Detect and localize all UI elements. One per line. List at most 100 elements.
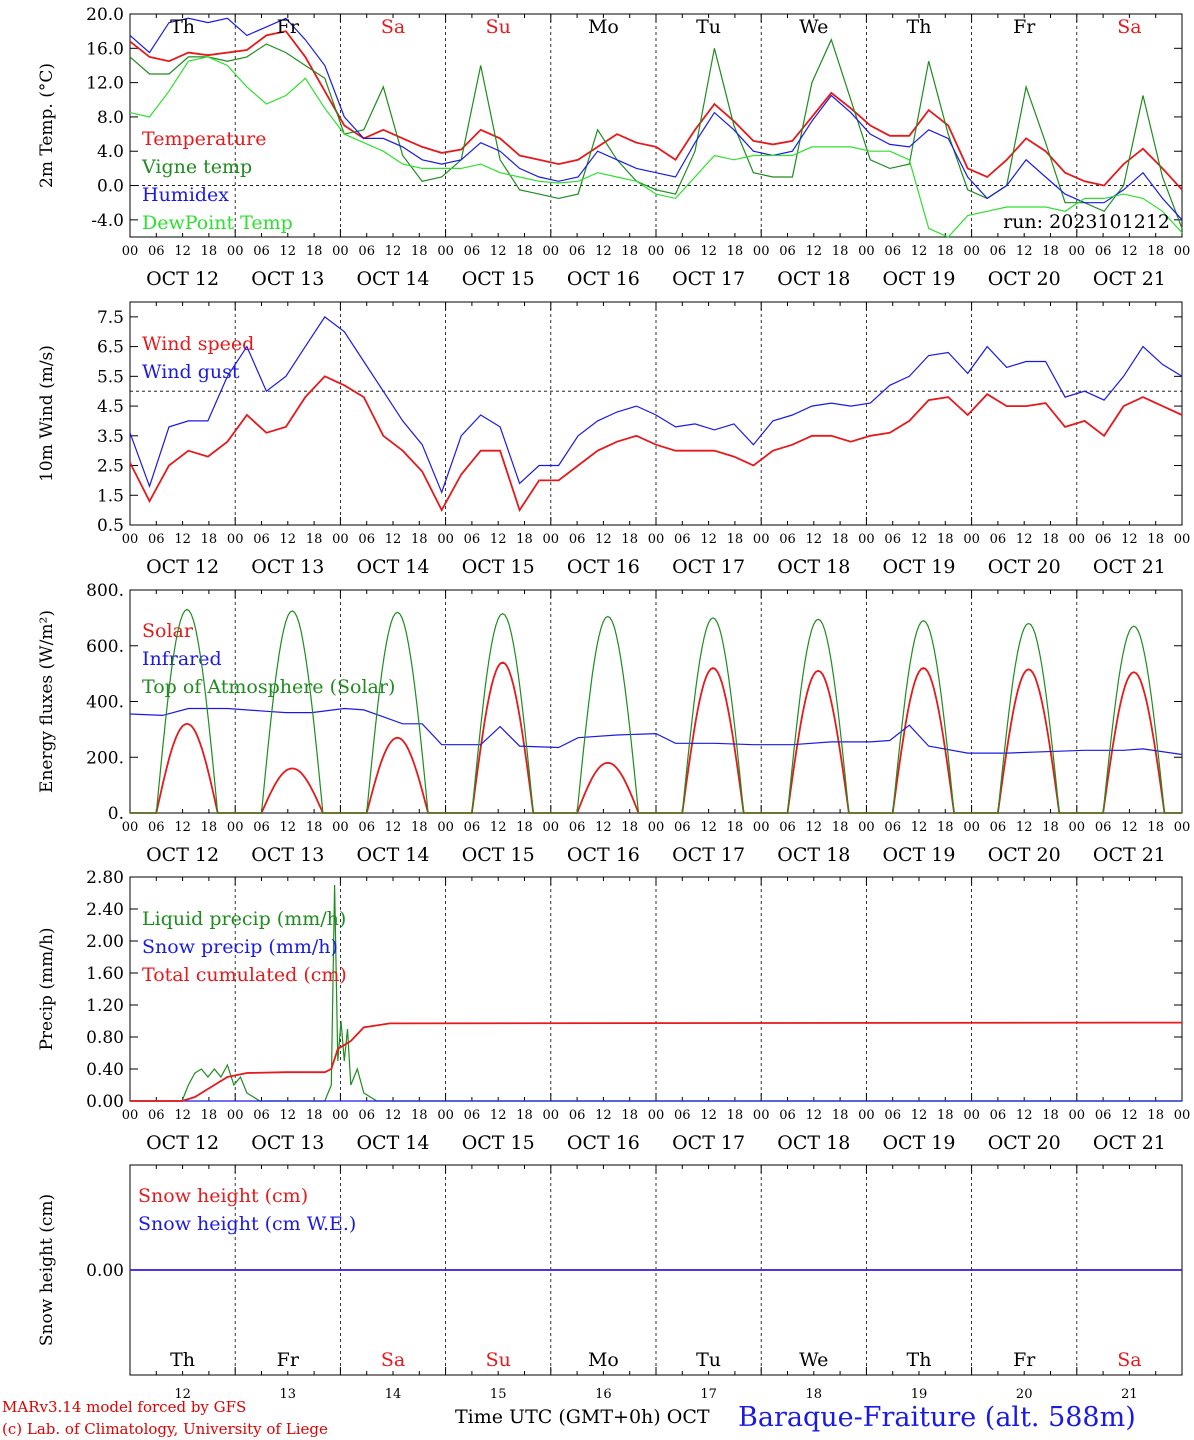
y-tick-label: 20.0 xyxy=(86,5,124,25)
date-label: OCT 21 xyxy=(1093,844,1166,866)
hour-tick-label: 06 xyxy=(148,244,165,259)
day-number-label: 14 xyxy=(385,1387,402,1402)
hour-tick-label: 06 xyxy=(358,1108,375,1123)
hour-tick-label: 18 xyxy=(516,244,533,259)
hour-tick-label: 18 xyxy=(621,532,638,547)
hour-tick-label: 00 xyxy=(1069,244,1086,259)
hour-tick-label: 18 xyxy=(727,820,744,835)
station-title: Baraque-Fraiture (alt. 588m) xyxy=(738,1402,1136,1433)
hour-tick-label: 12 xyxy=(385,1108,402,1123)
weekday-label: Sa xyxy=(381,16,405,38)
legend-entry: Total cumulated (cm) xyxy=(142,964,347,986)
hour-tick-label: 00 xyxy=(1069,532,1086,547)
hour-tick-label: 18 xyxy=(411,1108,428,1123)
y-tick-label: 0.80 xyxy=(86,1028,124,1048)
hour-tick-label: 00 xyxy=(122,532,139,547)
hour-tick-label: 12 xyxy=(174,820,191,835)
hour-tick-label: 00 xyxy=(648,532,665,547)
hour-tick-label: 18 xyxy=(1042,820,1059,835)
date-label: OCT 21 xyxy=(1093,556,1166,578)
hour-tick-label: 12 xyxy=(280,244,297,259)
hour-tick-label: 06 xyxy=(148,1108,165,1123)
hour-tick-label: 00 xyxy=(753,820,770,835)
hour-tick-label: 12 xyxy=(1016,244,1033,259)
hour-tick-label: 00 xyxy=(963,1108,980,1123)
hour-tick-label: 06 xyxy=(1095,532,1112,547)
hour-tick-label: 12 xyxy=(911,1108,928,1123)
date-label: OCT 13 xyxy=(251,268,324,290)
hour-tick-label: 18 xyxy=(1042,1108,1059,1123)
hour-tick-label: 00 xyxy=(122,1108,139,1123)
hour-tick-label: 12 xyxy=(1016,820,1033,835)
y-tick-label: 800. xyxy=(86,581,124,601)
hour-tick-label: 18 xyxy=(832,244,849,259)
hour-tick-label: 00 xyxy=(858,244,875,259)
hour-tick-label: 12 xyxy=(1121,532,1138,547)
hour-tick-label: 00 xyxy=(648,820,665,835)
hour-tick-label: 06 xyxy=(674,1108,691,1123)
date-label: OCT 14 xyxy=(356,1132,429,1154)
hour-tick-label: 18 xyxy=(832,532,849,547)
hour-tick-label: 18 xyxy=(411,532,428,547)
day-number-label: 12 xyxy=(174,1387,191,1402)
hour-tick-label: 00 xyxy=(122,820,139,835)
y-axis-label: Energy fluxes (W/m²) xyxy=(37,610,57,793)
hour-tick-label: 00 xyxy=(858,532,875,547)
y-tick-label: 0.00 xyxy=(86,1092,124,1112)
hour-tick-label: 06 xyxy=(464,1108,481,1123)
hour-tick-label: 18 xyxy=(306,244,323,259)
legend-entry: DewPoint Temp xyxy=(142,212,293,234)
hour-tick-label: 18 xyxy=(621,820,638,835)
date-label: OCT 19 xyxy=(882,556,955,578)
day-number-label: 15 xyxy=(490,1387,507,1402)
hour-tick-label: 00 xyxy=(543,244,560,259)
date-label: OCT 15 xyxy=(462,556,535,578)
hour-tick-label: 06 xyxy=(990,1108,1007,1123)
hour-tick-label: 00 xyxy=(753,244,770,259)
y-tick-label: 2.5 xyxy=(97,457,124,477)
hour-tick-label: 18 xyxy=(201,532,218,547)
legend-entry: Wind gust xyxy=(142,361,240,383)
hour-tick-label: 06 xyxy=(464,532,481,547)
y-axis-label: Snow height (cm) xyxy=(37,1194,57,1346)
panel-frame xyxy=(129,13,1183,238)
hour-tick-label: 06 xyxy=(779,820,796,835)
hour-tick-label: 06 xyxy=(990,820,1007,835)
date-label: OCT 19 xyxy=(882,1132,955,1154)
hour-tick-label: 12 xyxy=(280,820,297,835)
y-tick-label: 0.00 xyxy=(86,1261,124,1281)
hour-tick-label: 00 xyxy=(648,1108,665,1123)
date-label: OCT 15 xyxy=(462,268,535,290)
date-label: OCT 13 xyxy=(251,1132,324,1154)
weekday-label: Fr xyxy=(277,1349,300,1371)
hour-tick-label: 18 xyxy=(516,820,533,835)
hour-tick-label: 18 xyxy=(937,244,954,259)
y-tick-label: 16.0 xyxy=(86,39,124,59)
hour-tick-label: 00 xyxy=(437,532,454,547)
hour-tick-label: 06 xyxy=(674,532,691,547)
panel-frame xyxy=(129,589,1183,814)
y-tick-label: 0.5 xyxy=(97,516,124,536)
month-label: OCT xyxy=(666,1406,710,1428)
hour-tick-label: 00 xyxy=(227,820,244,835)
legend-entry: Infrared xyxy=(142,648,222,670)
hour-tick-label: 00 xyxy=(437,244,454,259)
date-label: OCT 20 xyxy=(988,844,1061,866)
day-number-label: 16 xyxy=(595,1387,612,1402)
hour-tick-label: 12 xyxy=(490,1108,507,1123)
date-label: OCT 20 xyxy=(988,1132,1061,1154)
weekday-label: Su xyxy=(486,16,511,38)
hour-tick-label: 18 xyxy=(516,532,533,547)
hour-tick-label: 00 xyxy=(332,532,349,547)
y-tick-label: 8.0 xyxy=(97,108,124,128)
hour-tick-label: 06 xyxy=(674,244,691,259)
hour-tick-label: 06 xyxy=(1095,244,1112,259)
model-credit: MARv3.14 model forced by GFS xyxy=(2,1398,247,1416)
legend-entry: Liquid precip (mm/h) xyxy=(142,908,346,930)
hour-tick-label: 00 xyxy=(858,820,875,835)
y-axis-label: 2m Temp. (°C) xyxy=(37,63,57,188)
day-number-label: 19 xyxy=(911,1387,928,1402)
hour-tick-label: 18 xyxy=(1147,532,1164,547)
hour-tick-label: 00 xyxy=(227,1108,244,1123)
hour-tick-label: 00 xyxy=(332,820,349,835)
